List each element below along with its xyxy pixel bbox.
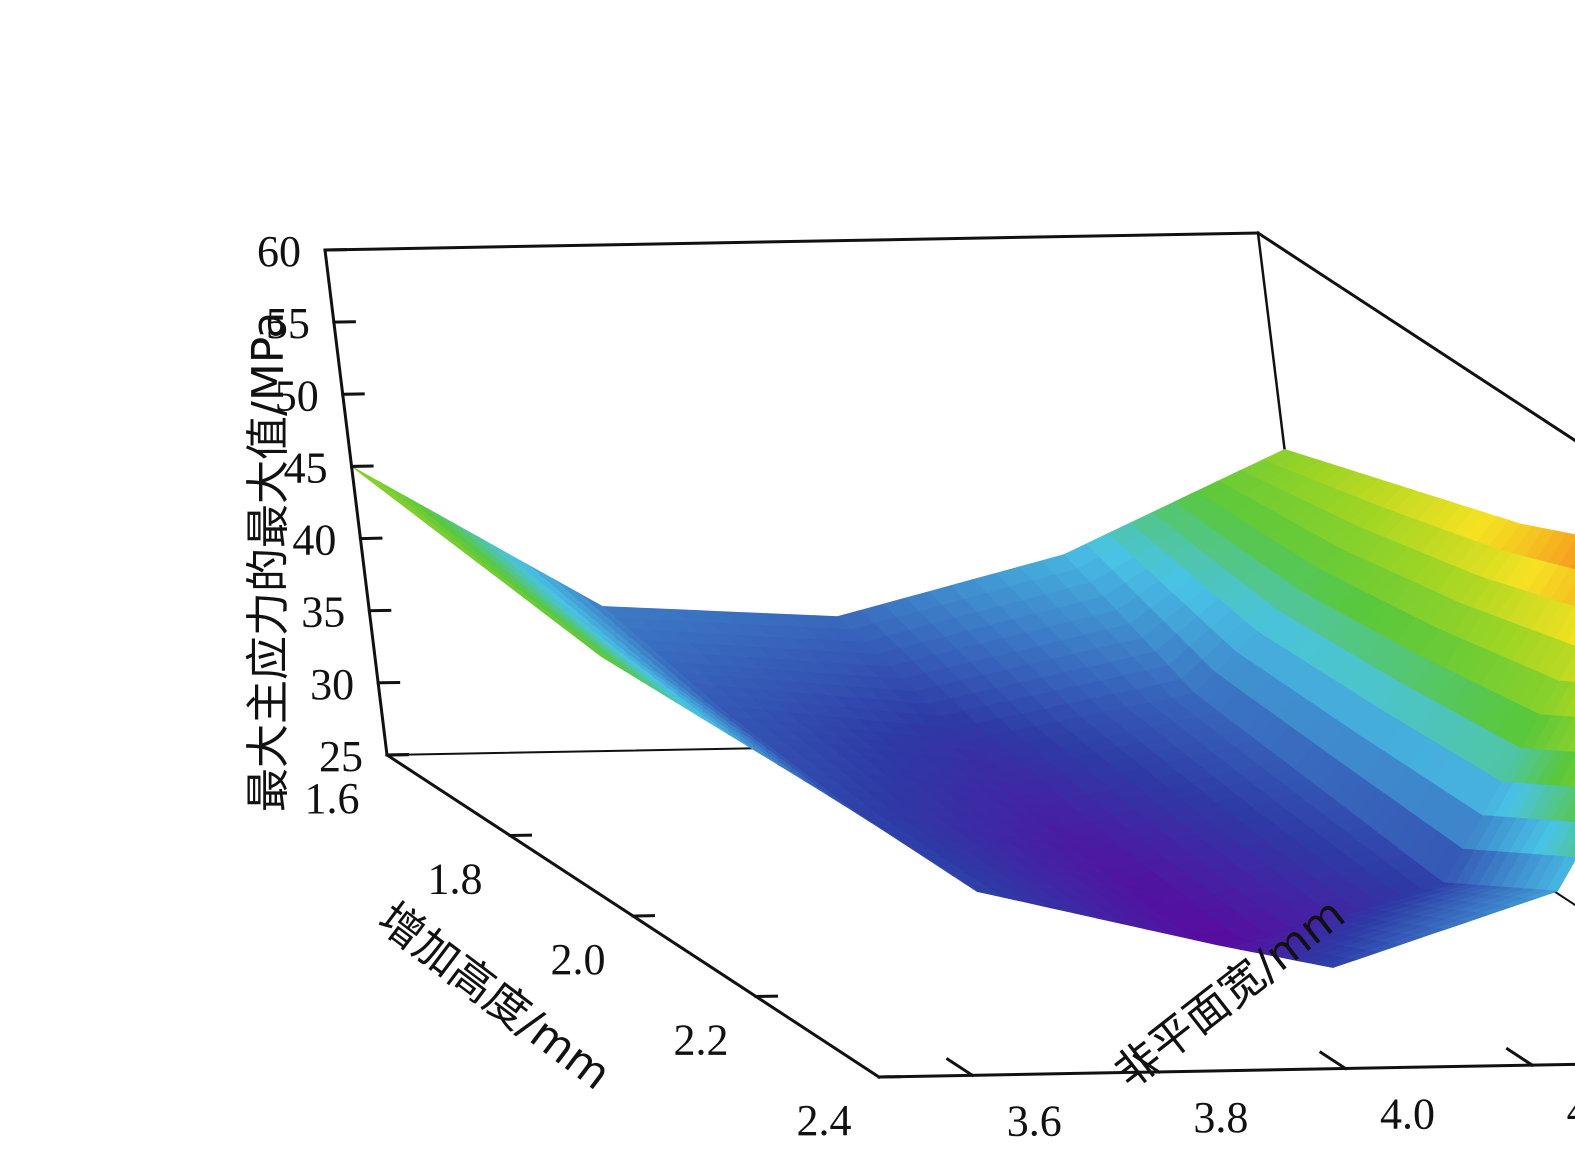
x-tick-label: 2.2 [674,1016,729,1065]
z-tick-label: 40 [292,516,336,565]
x-tick-label: 1.8 [428,855,483,904]
axis-tick-labels: 1.61.82.02.22.43.63.84.04.24.42530354045… [257,227,1575,1145]
z-tick-label: 55 [266,299,310,348]
y-tick-label: 3.8 [1193,1093,1248,1142]
x-tick-label: 2.0 [551,935,606,984]
box-front-lines [323,230,1575,1080]
y-tick-label: 4.0 [1380,1090,1435,1139]
axis-ticks [323,248,1535,1079]
top-left-edge [323,231,1260,252]
z-axis-title: 最大主应力的最大值/MPa [243,312,294,812]
x-axis-title: 增加高度/mm [368,893,620,1100]
z-tick-label: 30 [310,660,354,709]
y-tick [945,1057,975,1078]
y-tick-label: 4.2 [1567,1086,1575,1135]
z-axis-line [323,248,389,757]
y-tick [1132,1053,1161,1074]
z-tick-label: 60 [257,227,301,276]
z-tick-label: 35 [301,588,345,637]
y-axis-line [877,1062,1575,1079]
response-surface [351,448,1575,968]
top-right-edge [1255,230,1575,443]
surface-facet [376,480,415,505]
y-tick [1505,1046,1535,1068]
z-tick-label: 45 [284,443,328,492]
y-tick [1318,1050,1348,1071]
x-tick-label: 2.4 [797,1096,852,1145]
z-tick-label: 50 [275,371,319,420]
x-tick-label: 1.6 [305,774,360,823]
y-tick-label: 3.6 [1007,1096,1062,1145]
z-tick-label: 25 [319,732,363,781]
surface-facet [351,466,390,491]
